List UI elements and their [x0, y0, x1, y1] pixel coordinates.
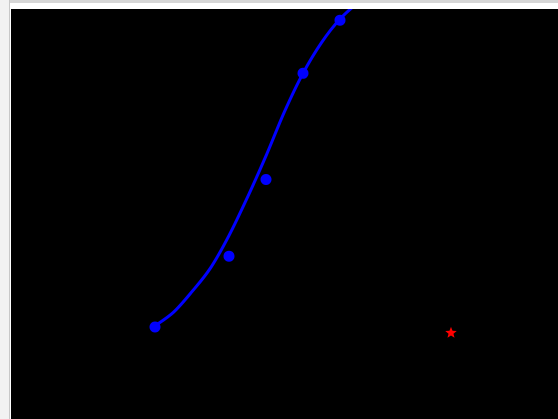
data-point-marker — [223, 250, 235, 262]
chart-canvas — [149, 9, 457, 338]
data-point-marker — [297, 67, 309, 79]
data-point-marker — [149, 321, 161, 333]
plot-area — [11, 9, 558, 419]
star-point-marker — [445, 326, 457, 338]
fit-curve-line — [153, 9, 353, 328]
data-point-marker — [260, 174, 272, 185]
window-left-border — [0, 0, 10, 419]
window-top-border — [10, 0, 558, 9]
data-point-marker — [334, 14, 346, 26]
